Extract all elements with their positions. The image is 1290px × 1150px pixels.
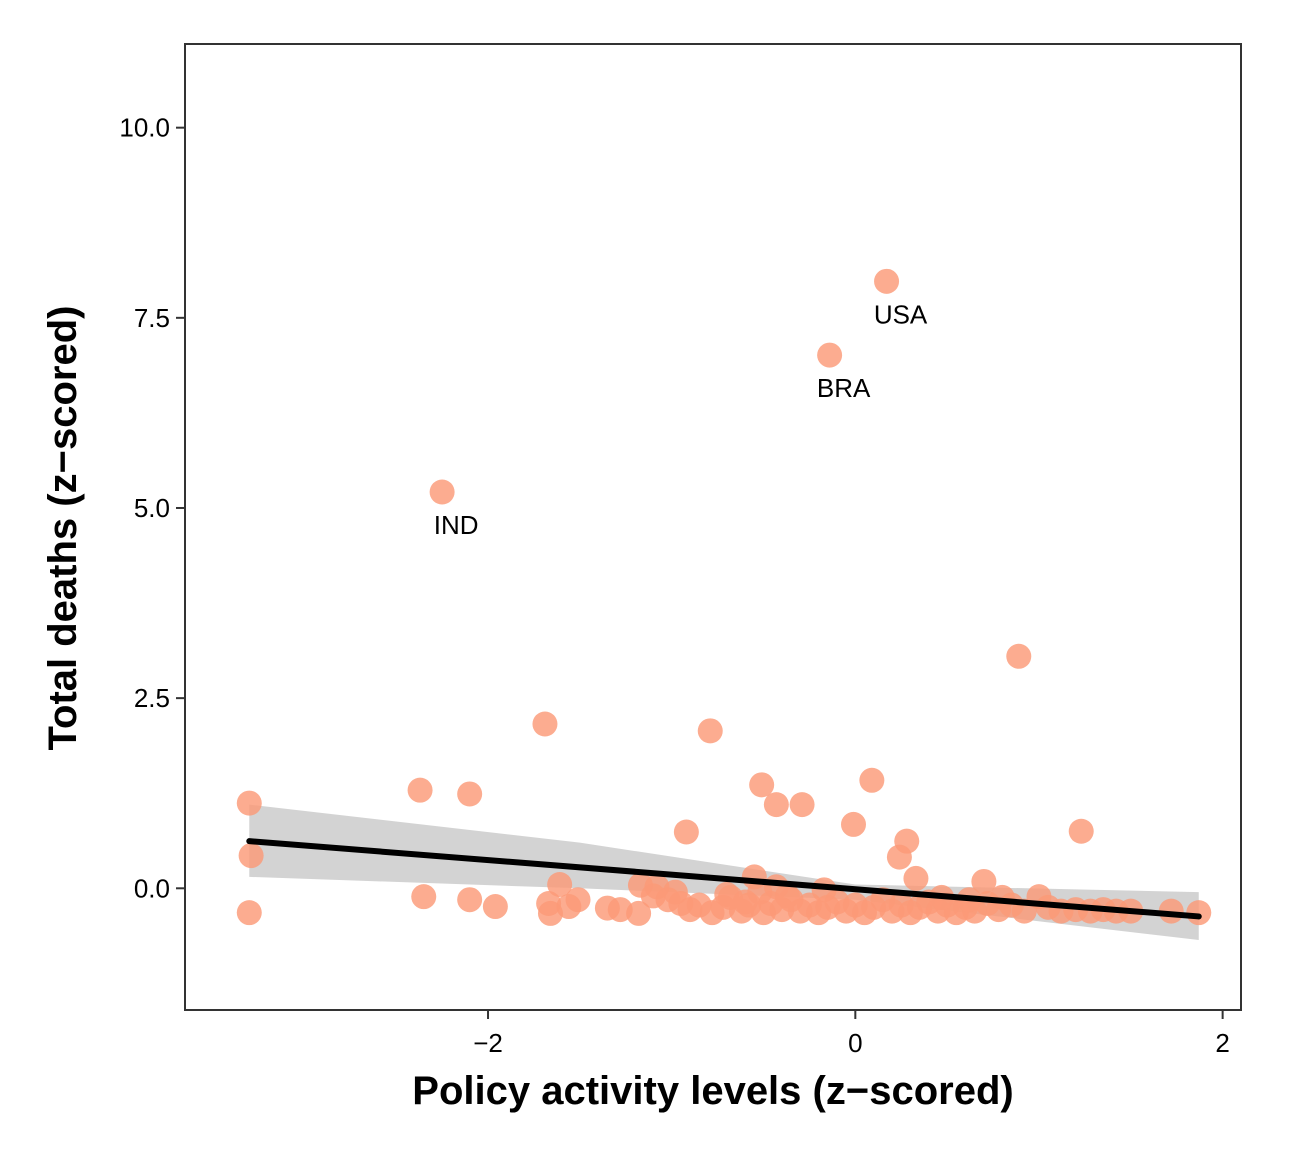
plot-frame xyxy=(184,43,1242,1011)
data-point xyxy=(747,879,773,905)
x-tick-label: 0 xyxy=(848,1028,862,1058)
y-tick-label: 10.0 xyxy=(119,113,170,143)
data-point xyxy=(537,900,563,926)
data-point xyxy=(1186,900,1212,926)
data-point xyxy=(789,792,815,818)
data-point xyxy=(971,868,997,894)
data-point xyxy=(429,479,455,505)
data-point xyxy=(903,865,929,891)
x-axis-title: Policy activity levels (z−scored) xyxy=(412,1069,1013,1113)
data-point xyxy=(236,790,262,816)
data-point xyxy=(532,711,558,737)
data-point xyxy=(859,767,885,793)
data-point xyxy=(457,781,483,807)
data-point xyxy=(547,871,573,897)
data-point xyxy=(673,819,699,845)
data-point xyxy=(817,342,843,368)
data-point xyxy=(874,268,900,294)
x-tick-label: −2 xyxy=(473,1028,503,1058)
point-label-bra: BRA xyxy=(817,373,871,403)
data-point xyxy=(482,894,508,920)
y-tick-label: 0.0 xyxy=(134,873,170,903)
data-point xyxy=(763,792,789,818)
regression-line xyxy=(246,838,1202,920)
data-point xyxy=(407,777,433,803)
x-tick-label: 2 xyxy=(1215,1028,1229,1058)
point-label-ind: IND xyxy=(434,510,479,540)
data-point xyxy=(457,887,483,913)
data-point xyxy=(238,843,264,869)
data-point xyxy=(1068,818,1094,844)
y-tick-label: 7.5 xyxy=(134,303,170,333)
data-point xyxy=(840,811,866,837)
data-point xyxy=(749,772,775,798)
y-tick-label: 5.0 xyxy=(134,493,170,523)
y-tick-label: 2.5 xyxy=(134,683,170,713)
data-point xyxy=(886,844,912,870)
data-point xyxy=(411,884,437,910)
y-axis-title: Total deaths (z−scored) xyxy=(41,306,85,751)
data-point xyxy=(236,900,262,926)
data-point xyxy=(1006,643,1032,669)
point-label-usa: USA xyxy=(874,299,928,329)
data-point xyxy=(662,879,688,905)
data-point xyxy=(774,883,800,909)
data-point xyxy=(697,718,723,744)
data-point xyxy=(626,900,652,926)
